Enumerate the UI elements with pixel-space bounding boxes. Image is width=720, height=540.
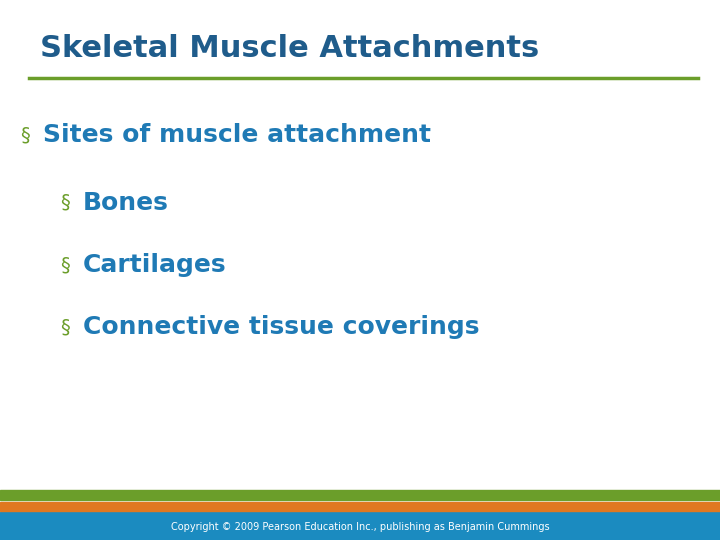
Bar <box>0 512 720 540</box>
Text: §: § <box>60 193 70 212</box>
Text: Bones: Bones <box>83 191 168 214</box>
Text: Skeletal Muscle Attachments: Skeletal Muscle Attachments <box>40 34 539 63</box>
Text: Sites of muscle attachment: Sites of muscle attachment <box>43 123 431 147</box>
Text: Cartilages: Cartilages <box>83 253 226 276</box>
Text: Copyright © 2009 Pearson Education Inc., publishing as Benjamin Cummings: Copyright © 2009 Pearson Education Inc.,… <box>171 522 549 531</box>
Text: §: § <box>60 317 70 336</box>
Bar <box>0 502 720 511</box>
Text: §: § <box>60 255 70 274</box>
Bar <box>0 490 720 500</box>
Text: Connective tissue coverings: Connective tissue coverings <box>83 315 480 339</box>
Text: §: § <box>20 125 30 145</box>
